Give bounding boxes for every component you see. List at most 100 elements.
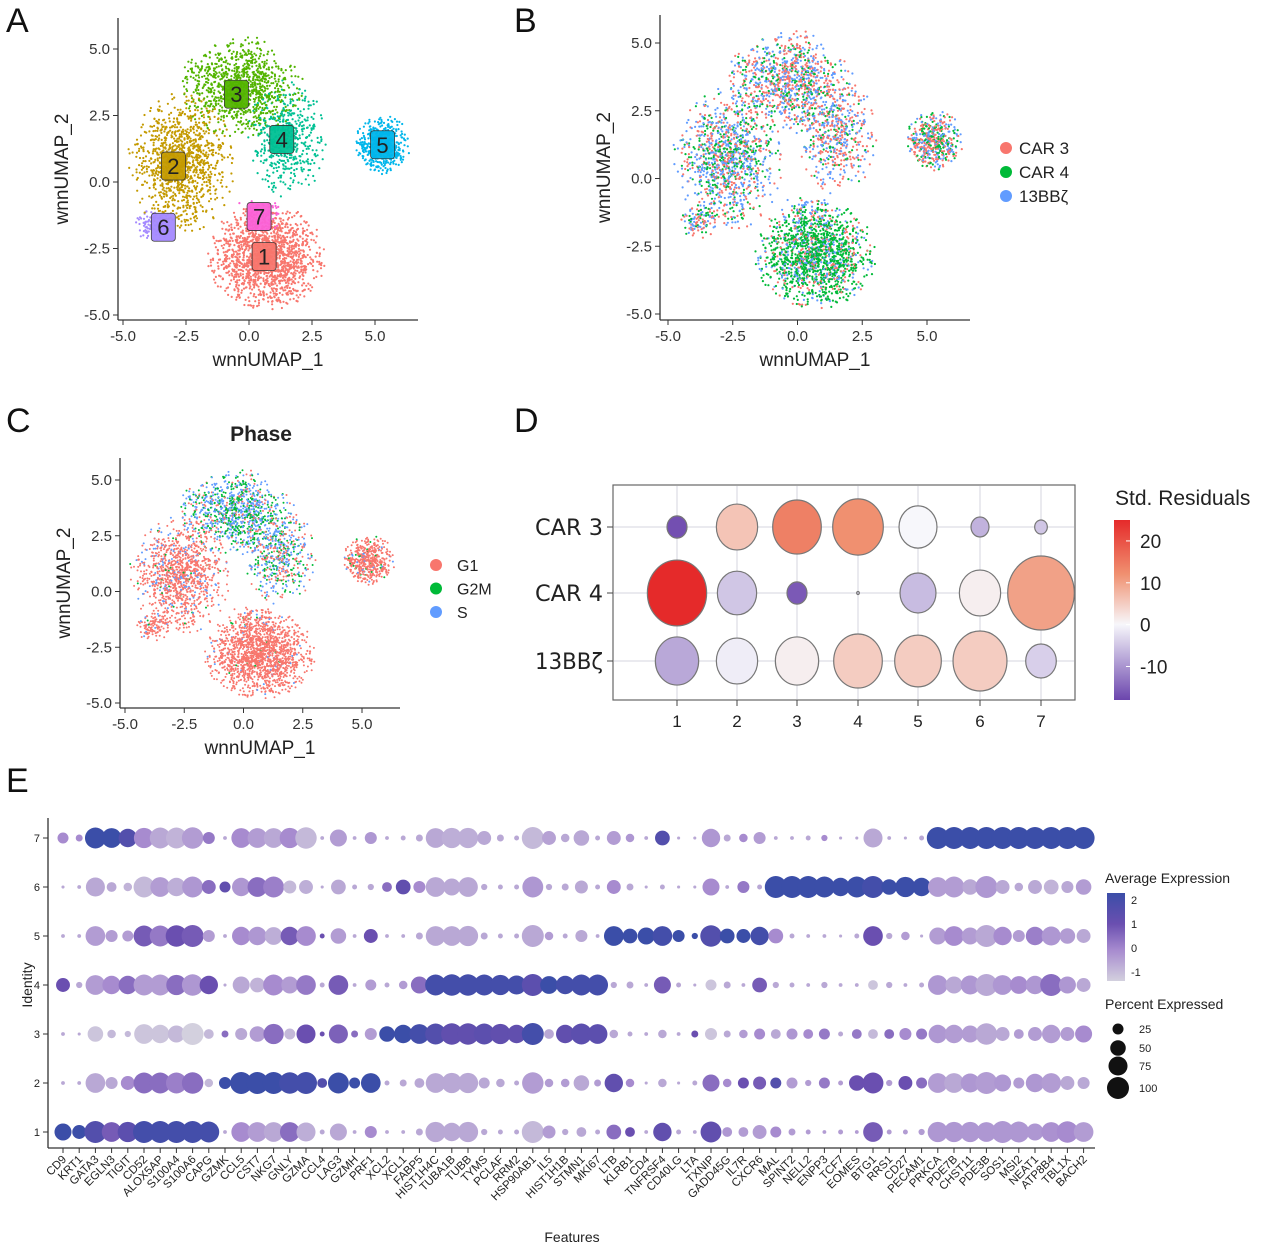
umap-point: [211, 75, 214, 78]
umap-point: [367, 122, 370, 125]
umap-point: [227, 242, 230, 245]
umap-point: [394, 163, 398, 166]
umap-point: [243, 250, 246, 254]
umap-point: [209, 186, 212, 189]
umap-point: [257, 285, 260, 288]
umap-point: [268, 235, 271, 238]
y-tick-label: 5.0: [89, 41, 110, 58]
umap-point: [223, 109, 226, 112]
umap-point: [203, 124, 206, 127]
umap-point: [316, 154, 319, 157]
umap-point: [301, 92, 304, 95]
umap-point: [385, 171, 388, 175]
umap-point: [185, 218, 188, 222]
umap-point: [207, 173, 210, 176]
umap-point: [221, 185, 224, 188]
umap-point: [263, 64, 266, 67]
umap-point: [235, 55, 238, 58]
umap-point: [212, 271, 215, 274]
umap-point: [277, 205, 280, 208]
umap-point: [194, 65, 197, 68]
umap-point: [273, 74, 277, 78]
umap-point: [273, 77, 276, 80]
umap-point: [198, 154, 201, 157]
umap-point: [187, 99, 190, 102]
umap-point: [259, 160, 262, 163]
umap-point: [266, 84, 269, 87]
umap-point: [278, 291, 281, 295]
umap-point: [196, 65, 199, 68]
umap-point: [272, 190, 275, 193]
umap-point: [250, 200, 253, 203]
umap-point: [181, 112, 184, 115]
umap-point: [289, 188, 292, 191]
umap-point: [377, 123, 380, 126]
umap-point: [278, 226, 281, 229]
umap-point: [217, 121, 220, 124]
umap-point: [246, 36, 250, 39]
umap-point: [281, 212, 284, 215]
umap-point: [193, 195, 196, 198]
umap-point: [217, 146, 220, 149]
umap-point: [220, 100, 223, 103]
umap-point: [236, 219, 239, 222]
umap-point: [271, 113, 274, 116]
umap-point: [199, 171, 202, 174]
umap-point: [290, 171, 293, 174]
umap-point: [200, 151, 203, 154]
umap-point: [263, 152, 266, 155]
umap-point: [263, 286, 266, 289]
umap-point: [311, 264, 314, 268]
umap-point: [795, 295, 798, 298]
umap-point: [288, 167, 291, 170]
umap-point: [261, 178, 264, 181]
umap-point: [230, 223, 233, 226]
umap-point: [203, 83, 206, 86]
umap-point: [235, 266, 238, 269]
umap-point: [259, 150, 262, 153]
umap-point: [193, 156, 196, 159]
umap-point: [362, 132, 365, 135]
umap-point: [283, 89, 286, 92]
umap-point: [284, 165, 287, 168]
umap-point: [296, 269, 299, 272]
umap-point: [370, 161, 373, 164]
umap-point: [379, 161, 382, 164]
umap-point: [310, 231, 313, 234]
umap-point: [283, 270, 286, 274]
umap-point: [176, 117, 179, 120]
umap-point: [307, 263, 310, 266]
umap-point: [248, 247, 251, 250]
umap-point: [262, 108, 266, 111]
umap-point: [166, 133, 169, 137]
umap-point: [312, 99, 315, 103]
umap-point: [271, 235, 274, 238]
umap-point: [205, 209, 208, 212]
umap-point: [197, 162, 200, 165]
umap-point: [744, 68, 747, 71]
umap-point: [300, 260, 303, 263]
umap-point: [400, 130, 403, 133]
umap-point: [254, 275, 257, 278]
umap-point: [276, 119, 280, 122]
umap-point: [293, 251, 296, 254]
umap-point: [196, 134, 199, 137]
umap-point: [293, 275, 296, 278]
umap-point: [199, 164, 202, 167]
umap-point: [225, 59, 228, 62]
umap-point: [267, 149, 270, 152]
umap-point: [228, 190, 231, 193]
umap-point: [203, 181, 206, 184]
umap-point: [217, 65, 220, 68]
umap-point: [263, 80, 266, 83]
umap-point: [250, 56, 253, 60]
umap-point: [143, 165, 146, 168]
umap-point: [158, 134, 161, 137]
umap-point: [135, 221, 138, 224]
umap-point: [400, 136, 403, 139]
umap-point: [273, 112, 277, 116]
umap-point: [182, 210, 185, 213]
umap-point: [213, 107, 216, 111]
umap-point: [306, 119, 309, 122]
umap-point: [257, 271, 260, 274]
